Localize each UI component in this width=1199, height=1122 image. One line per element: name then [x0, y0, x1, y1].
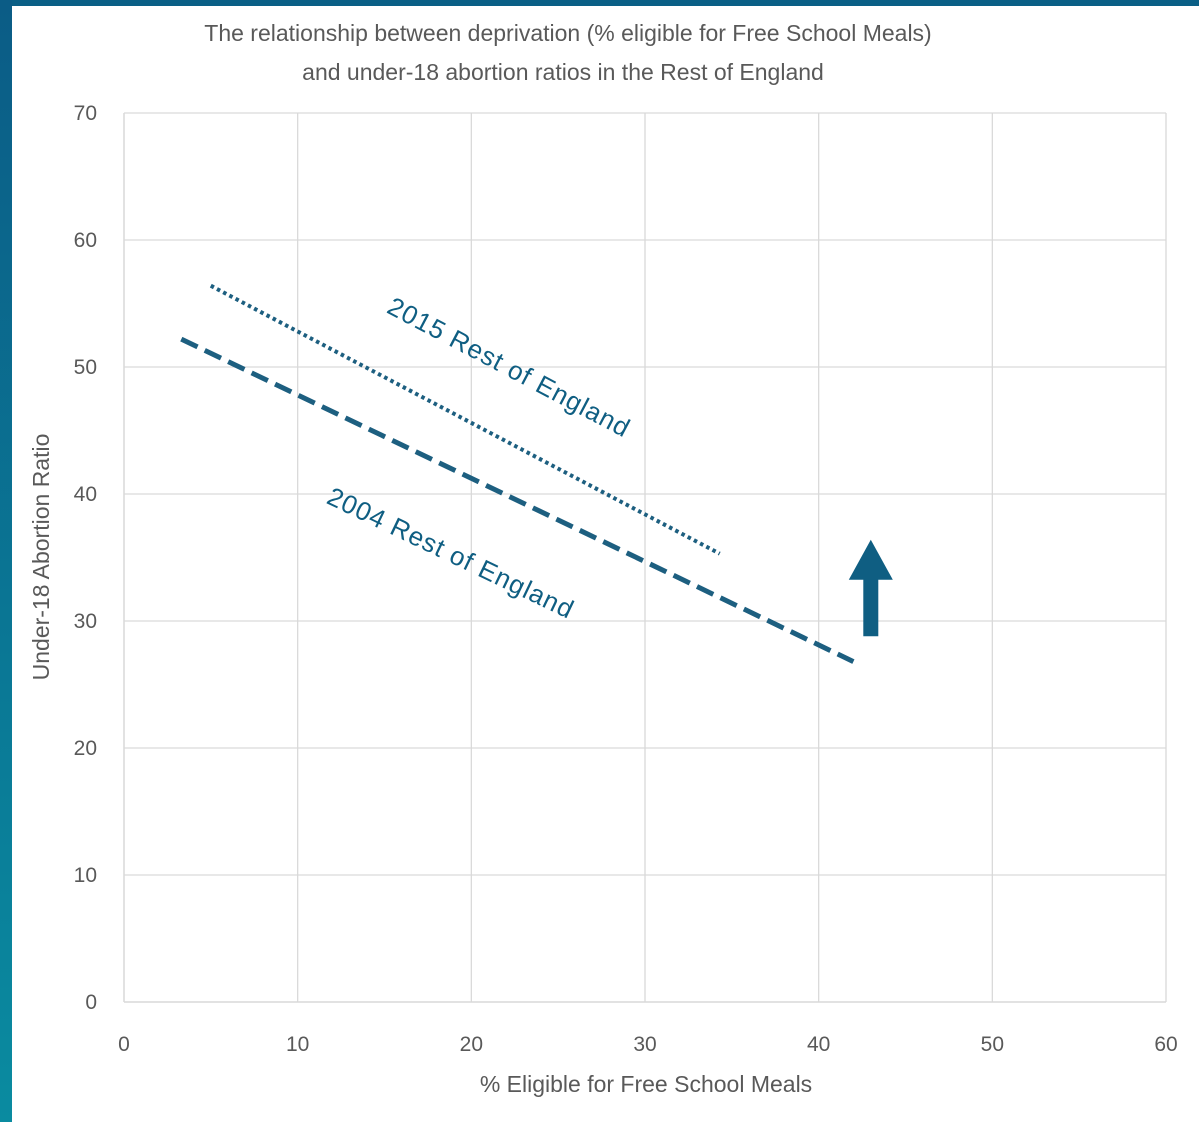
y-tick-label-60: 60 — [74, 229, 97, 252]
y-tick-label-70: 70 — [74, 102, 97, 125]
series-line-0 — [180, 336, 855, 664]
chart-title-line-1: The relationship between deprivation (% … — [204, 20, 931, 46]
chart-title-line-2: and under-18 abortion ratios in the Rest… — [302, 59, 824, 85]
arrow-shape — [848, 539, 893, 637]
axis-ticks: 0 10 20 30 40 50 60 70 0 10 20 30 40 50 60 — [74, 102, 1178, 1056]
y-tick-label-0: 0 — [85, 991, 97, 1014]
series-lines — [180, 283, 855, 664]
y-tick-label-20: 20 — [74, 737, 97, 760]
top-accent-bar — [0, 0, 1199, 6]
x-tick-label-10: 10 — [286, 1033, 309, 1056]
gridlines — [123, 112, 1167, 1003]
y-tick-label-10: 10 — [74, 864, 97, 887]
increase-arrow — [848, 539, 893, 637]
left-accent-bar — [0, 0, 12, 1122]
series-line-1 — [209, 283, 721, 556]
y-axis-title: Under-18 Abortion Ratio — [28, 434, 54, 681]
y-tick-label-30: 30 — [74, 610, 97, 633]
x-tick-label-60: 60 — [1154, 1033, 1177, 1056]
series-label-2004: 2004 Rest of England — [323, 481, 580, 625]
y-tick-label-40: 40 — [74, 483, 97, 506]
x-tick-label-30: 30 — [633, 1033, 656, 1056]
x-tick-label-50: 50 — [981, 1033, 1004, 1056]
x-tick-label-0: 0 — [118, 1033, 130, 1056]
x-tick-label-20: 20 — [460, 1033, 483, 1056]
x-tick-label-40: 40 — [807, 1033, 830, 1056]
x-axis-title: % Eligible for Free School Meals — [480, 1071, 812, 1097]
y-tick-label-50: 50 — [74, 356, 97, 379]
